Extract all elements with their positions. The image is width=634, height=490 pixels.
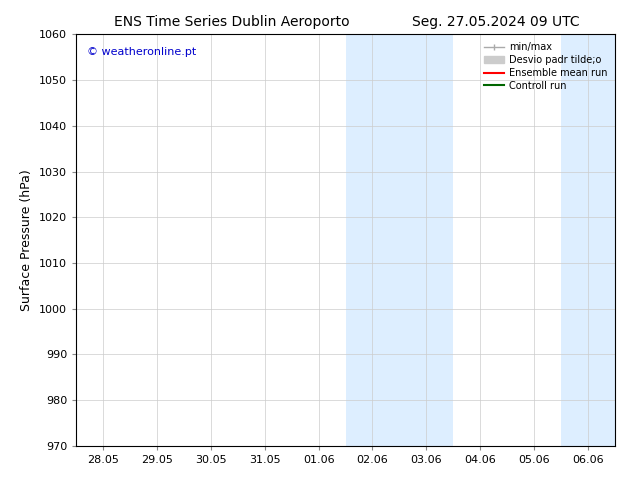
Text: Seg. 27.05.2024 09 UTC: Seg. 27.05.2024 09 UTC bbox=[412, 15, 579, 29]
Text: © weatheronline.pt: © weatheronline.pt bbox=[87, 47, 196, 57]
Bar bbox=[561, 34, 634, 446]
Text: ENS Time Series Dublin Aeroporto: ENS Time Series Dublin Aeroporto bbox=[114, 15, 350, 29]
Bar bbox=[346, 34, 453, 446]
Legend: min/max, Desvio padr tilde;o, Ensemble mean run, Controll run: min/max, Desvio padr tilde;o, Ensemble m… bbox=[481, 39, 610, 94]
Y-axis label: Surface Pressure (hPa): Surface Pressure (hPa) bbox=[20, 169, 34, 311]
